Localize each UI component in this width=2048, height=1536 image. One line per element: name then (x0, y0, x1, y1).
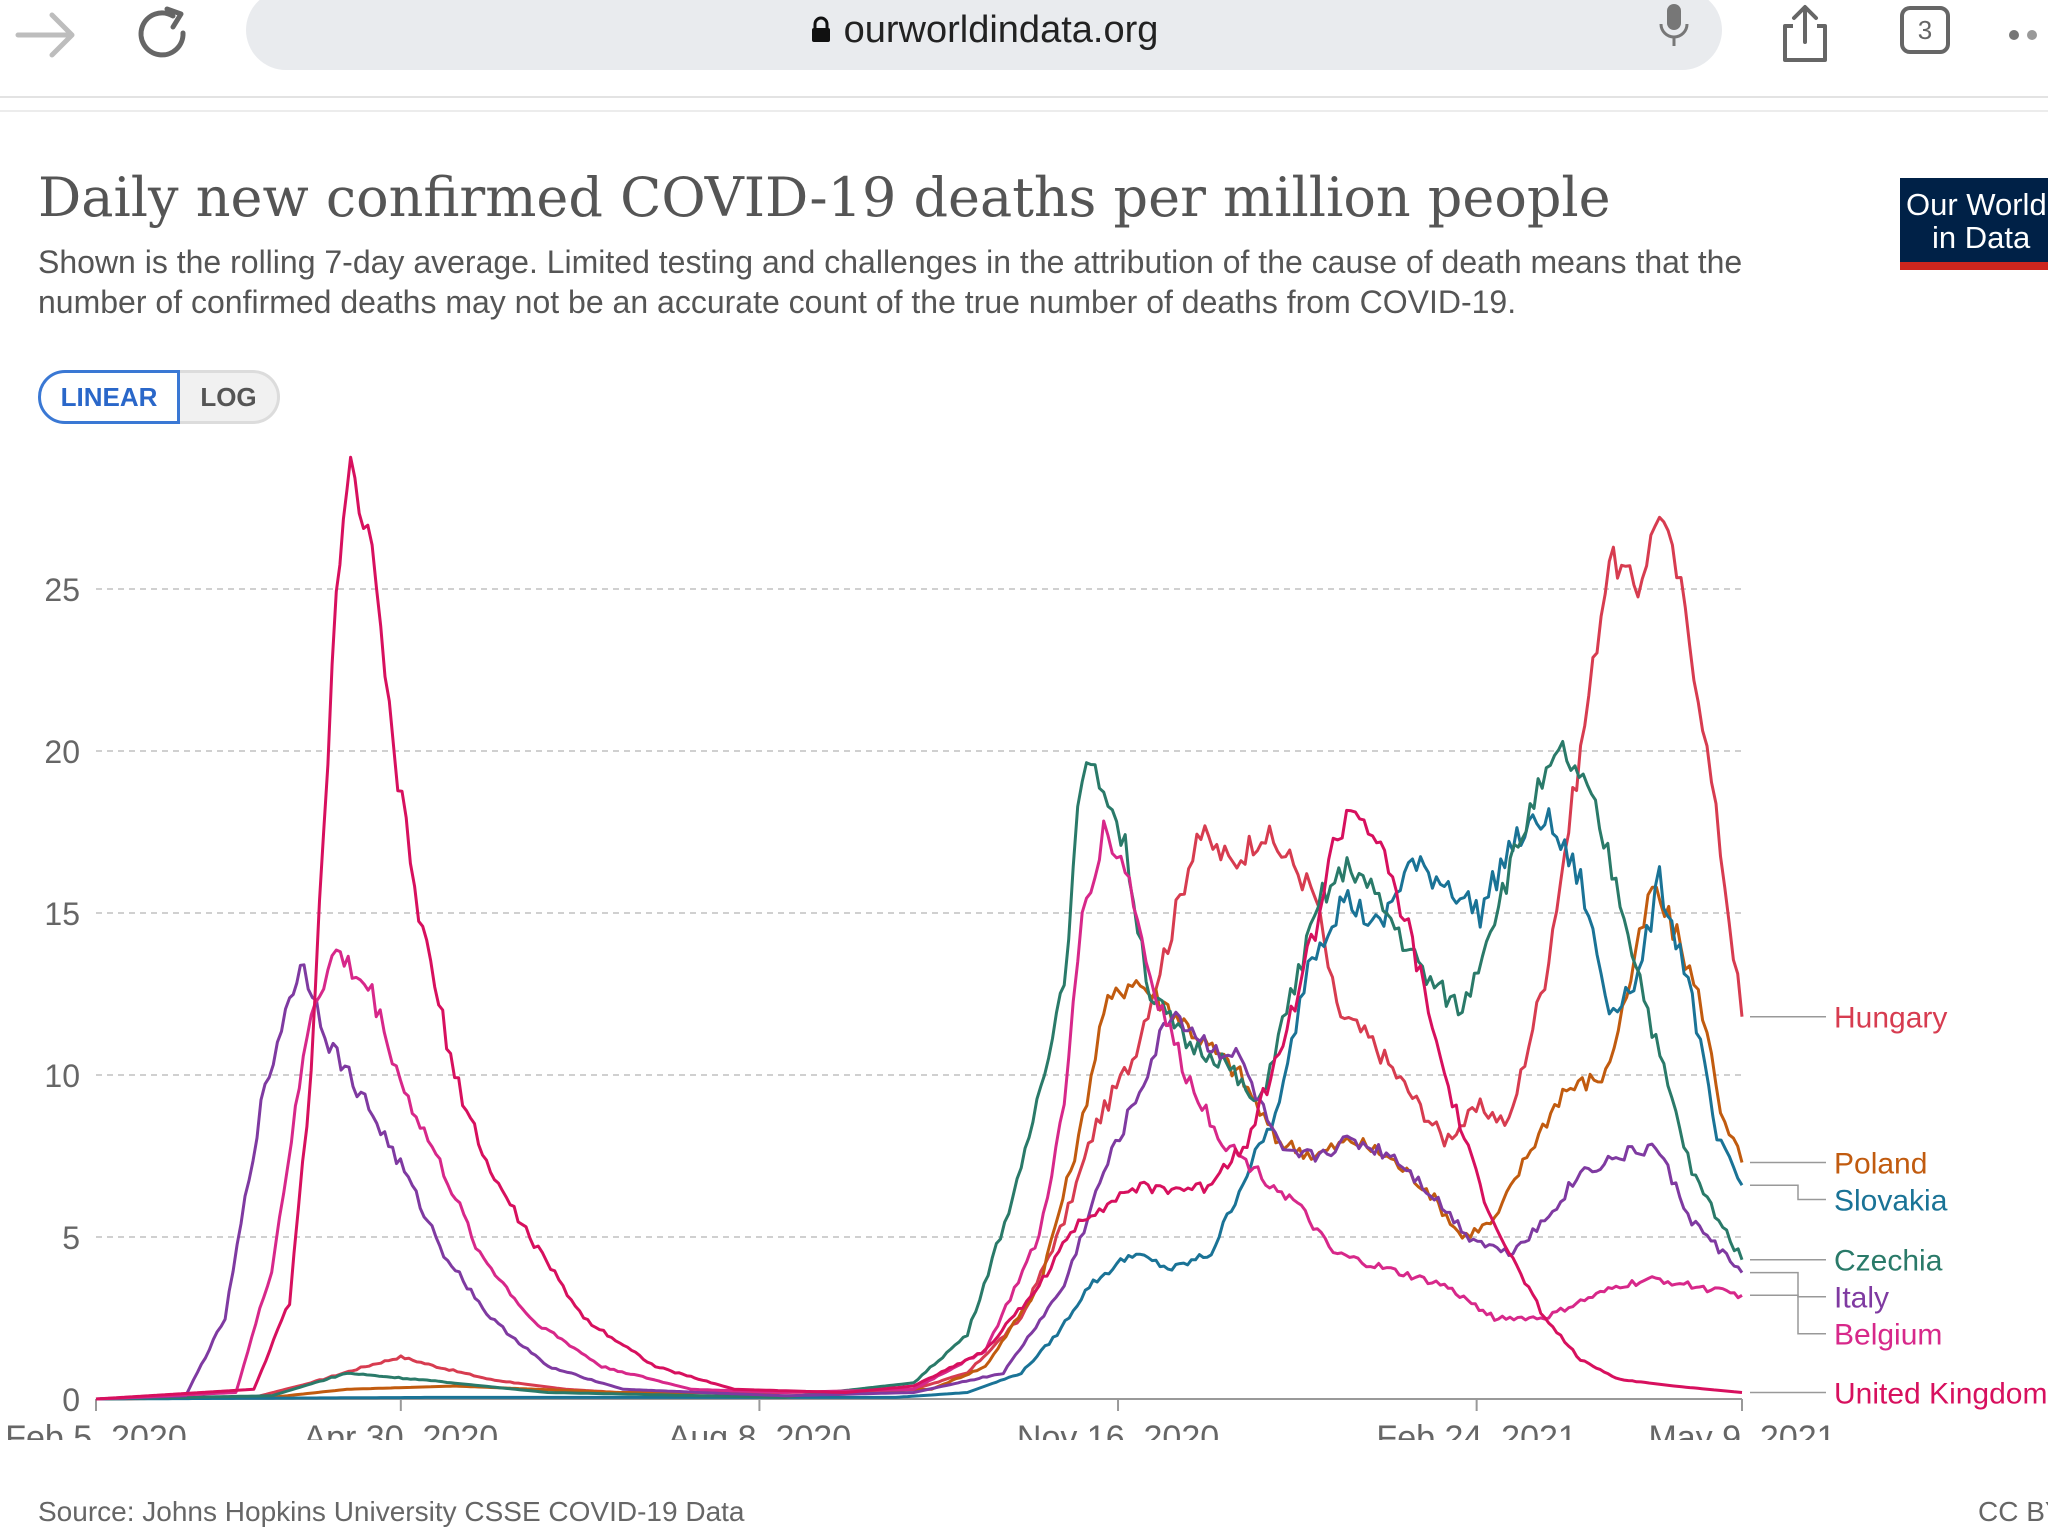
microphone-icon (1659, 4, 1689, 46)
x-tick-label: Feb 24, 2021 (1376, 1419, 1576, 1440)
microphone-button[interactable] (1654, 0, 1694, 54)
legend-label-united-kingdom: United Kingdom (1834, 1378, 2047, 1411)
legend-label-poland: Poland (1834, 1147, 1927, 1180)
legend-leader-line (1750, 1184, 1826, 1201)
address-bar[interactable]: ourworldindata.org (246, 0, 1722, 70)
legend-label-czechia: Czechia (1834, 1245, 1943, 1278)
tab-count: 3 (1917, 14, 1933, 45)
log-scale-button[interactable]: LOG (180, 370, 280, 424)
series-line-united-kingdom (95, 455, 1743, 1401)
y-tick-label: 0 (62, 1382, 80, 1418)
x-tick-label: Apr 30, 2020 (303, 1419, 498, 1440)
legend-leader-line (1750, 1294, 1826, 1335)
y-tick-label: 25 (44, 572, 80, 608)
content-divider (0, 110, 2048, 112)
share-button[interactable] (1760, 0, 1850, 70)
logo-line-1: Our World (1906, 187, 2047, 222)
y-tick-label: 5 (62, 1220, 80, 1256)
linear-scale-button[interactable]: LINEAR (38, 370, 180, 424)
reload-icon (138, 6, 186, 58)
y-tick-label: 10 (44, 1058, 80, 1094)
more-icon (2009, 30, 2037, 40)
chart-title: Daily new confirmed COVID-19 deaths per … (38, 166, 1611, 229)
legend-label-belgium: Belgium (1834, 1319, 1942, 1352)
x-tick-label: Aug 8, 2020 (668, 1419, 851, 1440)
label-layer: Hungary Poland Slovakia Czechia Italy Belgium… (1750, 1002, 2047, 1411)
series-line-slovakia (96, 807, 1744, 1401)
more-button[interactable] (2000, 0, 2048, 70)
lock-icon (811, 16, 830, 42)
x-tick-label: Nov 16, 2020 (1017, 1419, 1219, 1440)
series-line-czechia (95, 740, 1744, 1401)
series-line-belgium (95, 819, 1743, 1401)
forward-arrow-icon (15, 12, 75, 58)
tabs-button[interactable]: 3 (1900, 6, 1950, 54)
chart-subtitle: Shown is the rolling 7-day average. Limi… (38, 244, 1743, 320)
browser-toolbar: ourworldindata.org 3 (0, 0, 2048, 98)
y-tick-label: 20 (44, 734, 80, 770)
reload-button[interactable] (118, 0, 208, 70)
legend-label-italy: Italy (1834, 1282, 1889, 1315)
scale-toggle: LINEAR LOG (38, 370, 280, 424)
legend-label-hungary: Hungary (1834, 1002, 1947, 1035)
series-line-italy (95, 963, 1744, 1401)
legend-label-slovakia: Slovakia (1834, 1184, 1948, 1217)
source-note: Source: Johns Hopkins University CSSE CO… (38, 1496, 745, 1527)
grid-layer: 0 5 10 15 20 25 Feb 5, 2020 Apr 30, 2020 Aug 8, … (5, 572, 1835, 1440)
owid-logo[interactable]: Our World in Data (1900, 178, 2048, 270)
license-link[interactable]: CC BY (1978, 1496, 2048, 1527)
line-chart[interactable]: 0 5 10 15 20 25 Feb 5, 2020 Apr 30, 2020 Aug 8, … (0, 440, 2048, 1440)
forward-button[interactable] (0, 0, 90, 70)
share-icon (1783, 5, 1827, 62)
series-layer (95, 455, 1744, 1401)
logo-line-2: in Data (1932, 220, 2031, 255)
legend-leader-line (1750, 1271, 1826, 1298)
x-tick-label: May 9, 2021 (1648, 1419, 1835, 1440)
y-tick-label: 15 (44, 896, 80, 932)
x-tick-label: Feb 5, 2020 (5, 1419, 186, 1440)
url-text: ourworldindata.org (843, 8, 1159, 51)
